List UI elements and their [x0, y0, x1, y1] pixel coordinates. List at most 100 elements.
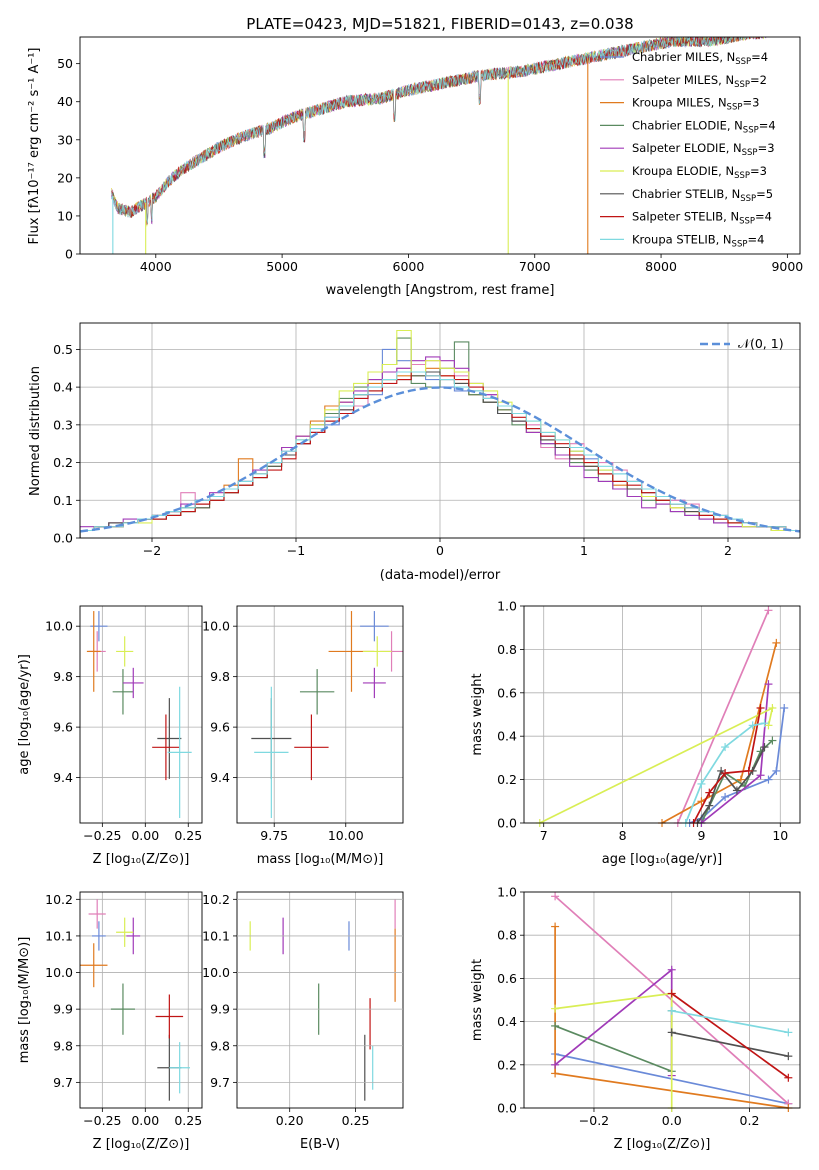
x-axis-label: mass [log₁₀(M/M⊙)]: [257, 852, 384, 867]
x-tick-label: −2: [143, 543, 161, 558]
x-axis-label: Z [log₁₀(Z/Z⊙)]: [93, 852, 190, 867]
y-tick-label: 10.1: [45, 928, 73, 943]
panel-Z-vs-age: −0.25 0.00 0.25 9.4 9.6 9.8 10.0 Z [log₁₀(Z/Z⊙)…: [17, 605, 203, 867]
y-axis-label: Flux [fλ10⁻¹⁷ erg cm⁻² s⁻¹ A⁻¹]: [27, 48, 42, 245]
axes-frame: [79, 891, 203, 1109]
x-tick-label: 9.75: [260, 828, 288, 843]
x-tick-label: 0.00: [131, 828, 159, 843]
y-tick-label: 9.9: [210, 1002, 230, 1017]
y-tick-label: 50: [57, 56, 73, 71]
y-tick-label: 9.4: [210, 770, 230, 785]
x-tick-label: −0.25: [83, 828, 121, 843]
x-tick-label: 0.2: [740, 1113, 760, 1128]
y-axis-label: mass weight: [470, 959, 485, 1041]
y-axis-label: age [log₁₀(age/yr)]: [17, 654, 32, 775]
x-tick-label: 0.0: [662, 1113, 682, 1128]
y-tick-label: 9.7: [210, 1075, 230, 1090]
y-tick-label: 0.0: [497, 1101, 517, 1116]
y-tick-label: 10: [57, 208, 73, 223]
y-tick-label: 0: [65, 247, 73, 262]
y-tick-label: 0.4: [497, 729, 517, 744]
series-line: [661, 642, 778, 824]
legend-label: Kroupa STELIB, NSSP=4: [632, 232, 764, 249]
x-tick-label: −1: [287, 543, 305, 558]
y-tick-label: 10.0: [45, 619, 73, 634]
legend-label: 𝒩(0, 1): [738, 336, 784, 351]
panel-Z-vs-mass: −0.25 0.00 0.25 9.7 9.8 9.9 10.0 10.1 10.2 Z [log…: [17, 891, 203, 1152]
y-tick-label: 1.0: [497, 885, 517, 900]
y-tick-label: 0.4: [53, 380, 73, 395]
y-tick-label: 10.2: [202, 892, 230, 907]
series-line: [677, 609, 770, 824]
series-line: [671, 992, 789, 1079]
x-tick-label: 9000: [771, 259, 803, 274]
x-tick-label: 2: [724, 543, 732, 558]
x-tick-label: 9: [697, 828, 705, 843]
series-line: [671, 1031, 789, 1058]
axes-frame: [79, 36, 801, 255]
axes-frame: [79, 605, 203, 824]
x-axis-label: (data-model)/error: [380, 568, 501, 583]
y-axis-label: mass [log₁₀(M/M⊙)]: [17, 937, 32, 1064]
legend-label: Salpeter ELODIE, NSSP=3: [632, 141, 775, 158]
y-tick-label: 9.8: [210, 1038, 230, 1053]
y-tick-label: 0.2: [53, 455, 73, 470]
y-tick-label: 0.5: [53, 342, 73, 357]
y-tick-label: 0.0: [53, 531, 73, 546]
series-line: [671, 1009, 789, 1034]
axes-frame: [236, 605, 404, 824]
x-tick-label: 10: [772, 828, 788, 843]
x-tick-label: 10.00: [328, 828, 364, 843]
series-line: [539, 706, 774, 824]
panel-EBV-vs-mass: 0.20 0.25E(B-V): [236, 891, 404, 1152]
x-tick-label: 4000: [140, 259, 172, 274]
x-axis-label: Z [log₁₀(Z/Z⊙)]: [93, 1137, 190, 1152]
x-tick-label: 6000: [393, 259, 425, 274]
panel-spectrum: 4000 5000 6000 7000 8000 9000 0 10 20 30 40 50 Chabr…: [27, 36, 803, 298]
legend: Chabrier MILES, NSSP=4 Salpeter MILES, NS…: [600, 50, 776, 249]
y-tick-label: 9.9: [53, 1002, 73, 1017]
legend-label: Kroupa MILES, NSSP=3: [632, 96, 759, 113]
y-tick-label: 0.2: [497, 772, 517, 787]
series-line: [696, 746, 766, 824]
axes-frame: [236, 891, 404, 1109]
axes-frame: [523, 605, 801, 824]
y-tick-label: 0.6: [497, 971, 517, 986]
axes-frame: [523, 891, 801, 1109]
x-axis-label: wavelength [Angstrom, rest frame]: [326, 283, 555, 298]
y-tick-label: 0.4: [497, 1014, 517, 1029]
panel-age-mass-weight: 7 8 9 10 0.0 0.2 0.4 0.6 0.8 1.0 age [log₁₀(age/yr…: [470, 599, 801, 867]
y-tick-label: 40: [57, 94, 73, 109]
legend-label: Kroupa ELODIE, NSSP=3: [632, 164, 767, 181]
y-tick-label: 9.4: [53, 770, 73, 785]
legend-label: Chabrier ELODIE, NSSP=4: [632, 118, 776, 135]
x-axis-label: E(B-V): [300, 1137, 340, 1152]
legend-label: Salpeter STELIB, NSSP=4: [632, 210, 772, 227]
y-tick-label: 9.6: [53, 720, 73, 735]
x-axis-label: age [log₁₀(age/yr)]: [602, 852, 723, 867]
x-tick-label: −0.25: [83, 1113, 121, 1128]
y-tick-label: 20: [57, 170, 73, 185]
y-tick-label: 10.0: [202, 619, 230, 634]
y-tick-label: 0.3: [53, 417, 73, 432]
x-axis-label: Z [log₁₀(Z/Z⊙)]: [614, 1137, 711, 1152]
x-tick-label: 1: [580, 543, 588, 558]
y-tick-label: 0.8: [497, 642, 517, 657]
y-axis-label: Normed distribution: [28, 366, 43, 496]
y-tick-label: 10.2: [45, 892, 73, 907]
y-tick-label: 9.8: [210, 669, 230, 684]
y-tick-label: 10.1: [202, 928, 230, 943]
axes-frame: [79, 322, 801, 539]
figure-title: PLATE=0423, MJD=51821, FIBERID=0143, z=0…: [246, 15, 633, 33]
panel-Z-mass-weight: −0.2 0.0 0.2 0.0 0.2 0.4 0.6 0.8 1.0 Z [log₁₀(Z/Z…: [470, 885, 801, 1152]
y-tick-label: 0.6: [497, 685, 517, 700]
y-tick-label: 1.0: [497, 599, 517, 614]
y-tick-label: 0.0: [497, 816, 517, 831]
spectrum-line: [111, 37, 749, 224]
legend-label: Chabrier MILES, NSSP=4: [632, 50, 768, 67]
x-tick-label: 0.20: [276, 1113, 304, 1128]
x-tick-label: 0.25: [174, 1113, 202, 1128]
